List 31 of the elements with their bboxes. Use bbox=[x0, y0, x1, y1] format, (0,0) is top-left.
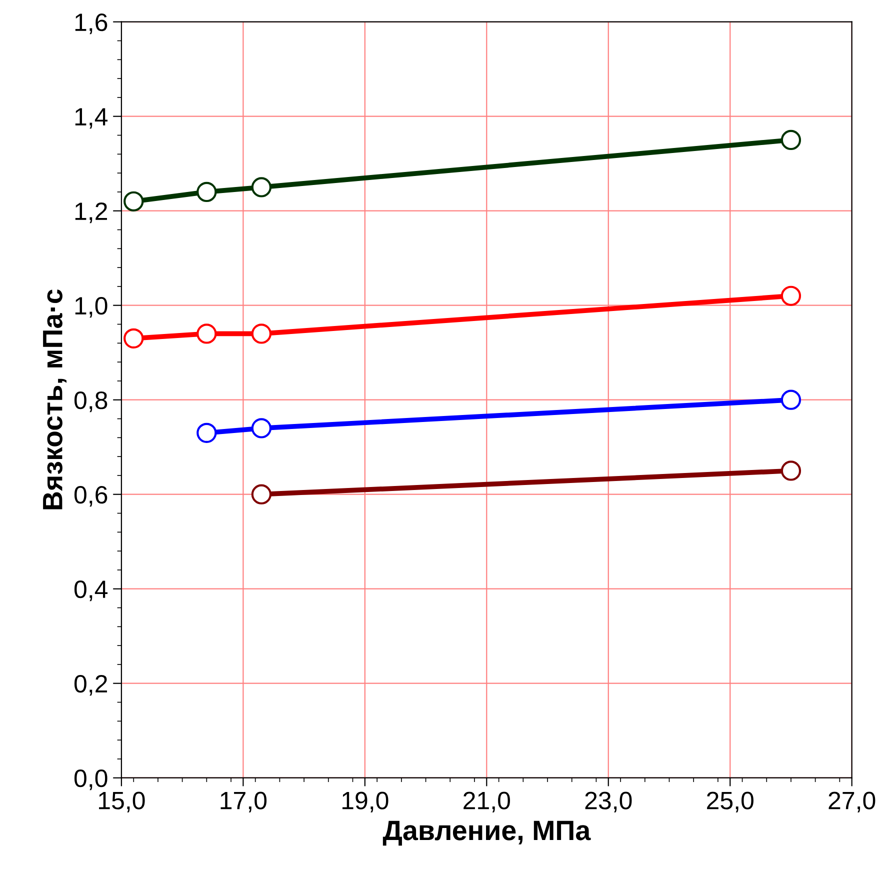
x-tick-label: 15,0 bbox=[99, 792, 145, 812]
y-tick-label: 0,8 bbox=[74, 391, 108, 412]
x-tick-label: 27,0 bbox=[828, 792, 876, 812]
point bbox=[196, 182, 217, 202]
point bbox=[124, 191, 144, 212]
y-tick-label: 1,4 bbox=[75, 108, 108, 129]
point bbox=[251, 484, 272, 504]
x-tick-label: 17,0 bbox=[220, 792, 267, 812]
y-tick-label: 1,2 bbox=[75, 202, 107, 224]
y-tick-label: 0,0 bbox=[74, 769, 108, 790]
y-tick-label: 1,6 bbox=[75, 13, 108, 34]
point bbox=[196, 422, 217, 444]
point bbox=[780, 286, 802, 306]
point bbox=[251, 324, 272, 344]
point bbox=[780, 460, 802, 481]
point bbox=[251, 177, 272, 198]
point bbox=[196, 324, 217, 344]
y-tick-label: 1,0 bbox=[75, 296, 108, 318]
x-tick-label: 19,0 bbox=[342, 792, 388, 812]
x-tick-label: 21,0 bbox=[464, 792, 510, 812]
y-tick-label: 0,4 bbox=[74, 580, 108, 602]
point bbox=[251, 418, 272, 438]
x-tick-label: 23,0 bbox=[585, 792, 632, 812]
y-tick-label: 0,2 bbox=[74, 674, 107, 696]
point bbox=[780, 130, 802, 150]
y-tick-label: 0,6 bbox=[74, 486, 108, 507]
point bbox=[780, 390, 802, 410]
point bbox=[124, 328, 144, 348]
y-axis-title: Вязкость, мПа·с bbox=[43, 289, 66, 510]
x-axis-title: Давление, МПа bbox=[382, 820, 591, 846]
x-tick-label: 25,0 bbox=[707, 792, 754, 812]
